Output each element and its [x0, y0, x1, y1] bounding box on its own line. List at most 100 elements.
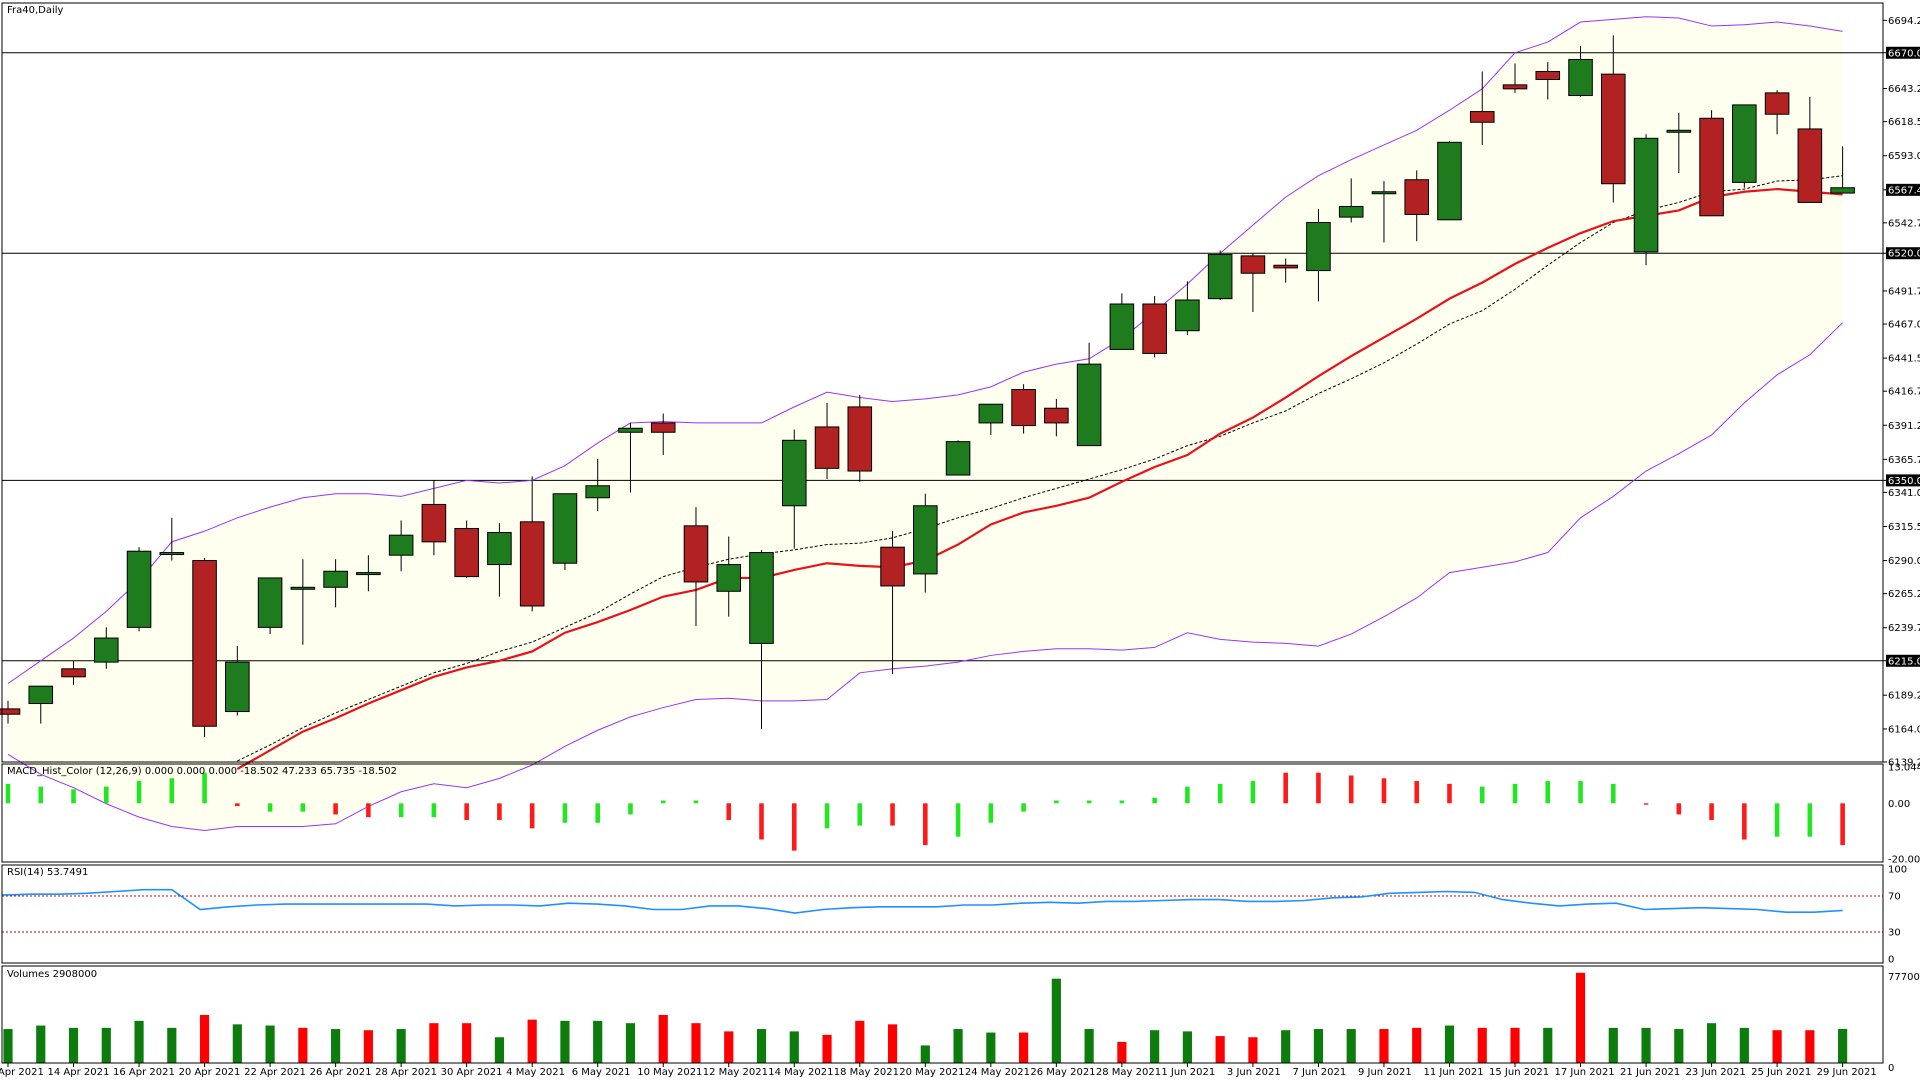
price-axis-label: 6239.75 [1888, 623, 1920, 634]
macd-bar [1643, 803, 1649, 805]
volume-bar [1281, 1030, 1291, 1063]
rsi-pane[interactable] [1, 888, 1883, 933]
candle [1240, 253, 1266, 313]
macd-bar [1185, 786, 1190, 804]
macd-bar [988, 803, 994, 823]
volume-bar [1510, 1027, 1520, 1063]
macd-bar [562, 803, 568, 823]
time-axis-label: 6 May 2021 [572, 1067, 631, 1078]
volume-bar [625, 1023, 636, 1063]
time-axis-label: 26 Apr 2021 [310, 1067, 372, 1078]
price-chart-title: Fra40,Daily [7, 5, 64, 16]
macd-bar [1381, 778, 1387, 804]
price-axis-label: 6491.75 [1888, 286, 1920, 297]
volume-bar [1674, 1029, 1684, 1063]
candle [1109, 293, 1135, 350]
candle [356, 555, 381, 592]
volume-bar [986, 1032, 996, 1063]
candle [585, 459, 610, 512]
macd-bar [1545, 781, 1551, 804]
candle-body [781, 439, 807, 507]
macd-bar [923, 803, 928, 846]
candle [1535, 62, 1561, 100]
candle-body [1175, 299, 1200, 332]
volume-bar [1608, 1027, 1618, 1063]
volume-bar [1477, 1027, 1487, 1063]
time-axis-label: 22 Apr 2021 [244, 1067, 306, 1078]
price-axis-label: 6139.25 [1888, 758, 1920, 769]
macd-bar [628, 803, 633, 815]
volume-bar [3, 1029, 13, 1063]
candle [1437, 140, 1462, 221]
macd-bar [824, 803, 830, 829]
volume-bar [1019, 1032, 1029, 1063]
candle [159, 517, 185, 561]
candle [650, 413, 676, 455]
macd-bar [1250, 781, 1256, 804]
time-axis-label: 14 Apr 2021 [48, 1067, 110, 1078]
candle-body [1568, 58, 1593, 97]
price-axis-label: 6520.00 [1888, 249, 1920, 260]
candle-body [1764, 92, 1790, 115]
time-axis-label: 24 May 2021 [965, 1067, 1030, 1078]
candle-body [880, 546, 905, 587]
volume-bar [265, 1025, 275, 1063]
candle-body [814, 426, 840, 469]
time-axis-label: 25 Jun 2021 [1751, 1067, 1811, 1078]
volume-bar [855, 1020, 865, 1063]
macd-bar [1119, 800, 1125, 804]
volume-bar [1084, 1029, 1094, 1063]
time-axis-label: 12 May 2021 [703, 1067, 768, 1078]
price-label-box [1886, 474, 1920, 487]
volume-pane[interactable] [3, 972, 1848, 1063]
volume-bar [887, 1024, 898, 1063]
price-axis-label: 6694.25 [1888, 16, 1920, 27]
price-axis-label: 6643.25 [1888, 84, 1920, 95]
price-axis-label: 6265.25 [1888, 589, 1920, 600]
candle-body [28, 685, 54, 705]
price-pane[interactable] [0, 16, 1883, 831]
candle-body [1437, 141, 1462, 221]
candle-body [257, 577, 283, 628]
candle [290, 559, 316, 645]
volume-bar [1182, 1031, 1192, 1063]
volume-bar [1313, 1029, 1324, 1063]
macd-bar [1316, 772, 1321, 804]
macd-bar [1774, 803, 1780, 837]
candle [126, 547, 152, 632]
volume-bar [1215, 1036, 1225, 1063]
volume-title: Volumes 2908000 [7, 969, 97, 980]
candle-body [1699, 117, 1724, 217]
rsi-axis-label: 30 [1888, 928, 1901, 939]
volume-bar [134, 1020, 144, 1063]
candle [1076, 342, 1102, 447]
macd-bar [136, 781, 142, 804]
volume-bar [593, 1020, 603, 1063]
rsi-axis-label: 0 [1888, 955, 1894, 966]
candle [1797, 96, 1823, 203]
price-label-box [1886, 46, 1920, 59]
candle [1764, 90, 1790, 135]
time-axis-label: 4 May 2021 [506, 1067, 565, 1078]
price-axis-label: 6365.75 [1888, 455, 1920, 466]
macd-bar [1578, 781, 1583, 804]
macd-pane[interactable] [5, 772, 1845, 851]
candle [1600, 35, 1626, 203]
macd-axis-label: -20.005 [1888, 855, 1920, 866]
candle [225, 646, 250, 716]
time-axis-label: 16 Apr 2021 [113, 1067, 175, 1078]
candle-body [913, 505, 938, 575]
candle [257, 577, 283, 635]
volume-bar [1248, 1037, 1258, 1063]
candle-body [1830, 187, 1855, 194]
candle [618, 422, 643, 493]
volume-bar [953, 1029, 963, 1063]
macd-bar [955, 803, 961, 837]
candle [945, 440, 971, 476]
time-axis-label: 12 Apr 2021 [0, 1067, 44, 1078]
time-axis-label: 1 Jun 2021 [1161, 1067, 1215, 1078]
volume-bar [1805, 1030, 1815, 1063]
moving-average-red-line [236, 187, 1843, 770]
volume-bar [429, 1023, 439, 1063]
